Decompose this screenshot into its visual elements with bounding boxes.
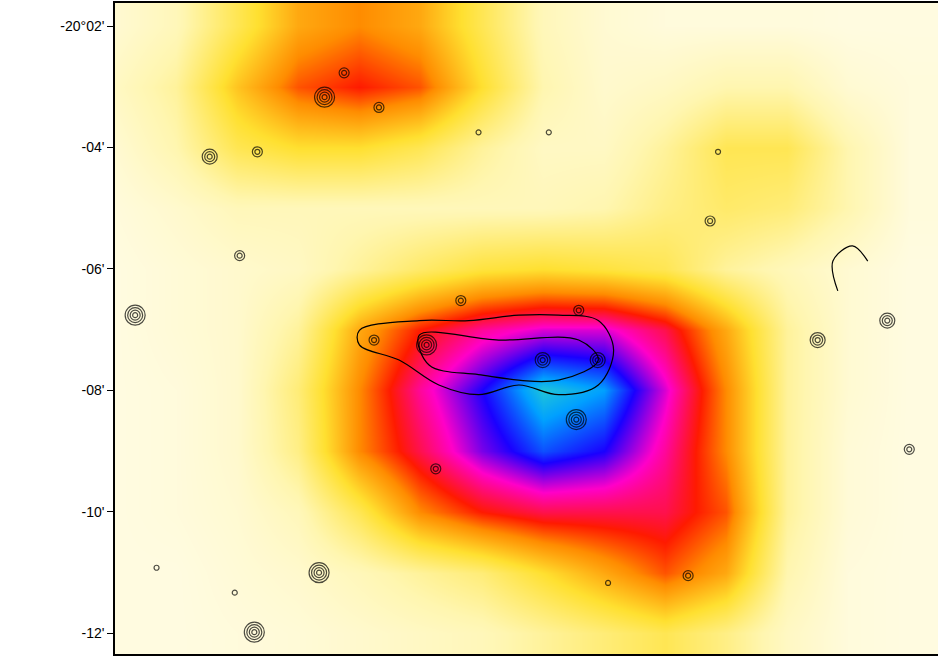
svg-text:-06': -06' <box>82 261 105 277</box>
svg-text:-04': -04' <box>82 139 105 155</box>
svg-text:-08': -08' <box>82 382 105 398</box>
svg-text:-12': -12' <box>82 625 105 641</box>
svg-text:-10': -10' <box>82 504 105 520</box>
svg-text:-20°02': -20°02' <box>60 18 104 34</box>
